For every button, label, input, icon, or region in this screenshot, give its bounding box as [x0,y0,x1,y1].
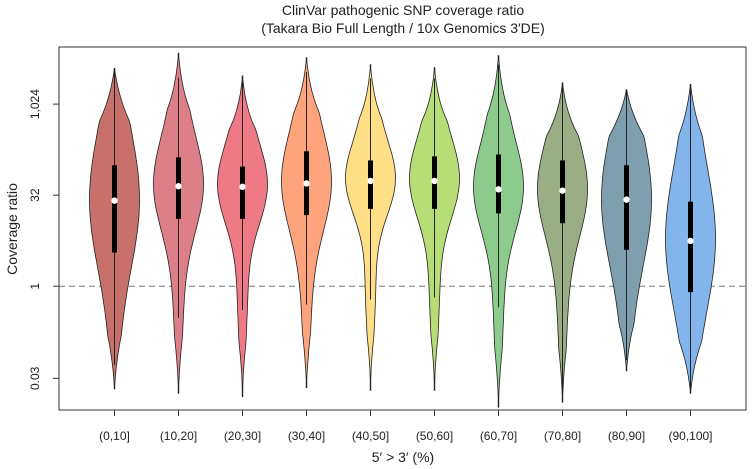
x-tick-label: (0,10] [99,429,130,443]
axis-layer: 0.03 1 32 1,024 (0,10] (10,20] (20,30] (30,40] (… [28,89,713,443]
violin-layer [89,52,716,408]
violin-median [111,197,118,204]
chart-title: ClinVar pathogenic SNP coverage ratio [282,2,525,18]
violin-median [175,183,182,190]
x-tick-label: (60,70] [480,429,517,443]
violin-iqr-box [368,160,373,209]
violin-iqr-box [496,154,501,214]
violin-median [559,187,566,194]
violin-median [495,186,502,193]
violin-median [623,196,630,203]
violin-iqr-box [112,165,117,253]
violin-median [431,177,438,185]
y-tick-label: 32 [28,188,42,202]
plot-frame [58,46,747,411]
y-axis-label: Coverage ratio [4,183,20,275]
x-tick-label: (90,100] [668,429,712,443]
x-tick-label: (50,60] [416,429,453,443]
violin-median [239,183,246,191]
x-tick-label: (20,30] [224,429,261,443]
x-tick-label: (80,90] [608,429,645,443]
chart-subtitle: (Takara Bio Full Length / 10x Genomics 3… [261,20,545,36]
x-tick-label: (30,40] [288,429,325,443]
violin-median [303,180,310,187]
violin-median [367,177,374,185]
violin-iqr-box [240,166,245,219]
y-tick-label: 1 [28,283,42,290]
violin-iqr-box [688,201,693,293]
x-axis-label: 5′ > 3′ (%) [372,449,434,465]
y-tick-label: 1,024 [28,89,42,119]
violin-iqr-box [624,165,629,250]
violin-median [687,237,694,245]
x-tick-label: (10,20] [160,429,197,443]
x-tick-label: (70,80] [544,429,581,443]
y-tick-label: 0.03 [28,366,42,390]
x-tick-label: (40,50] [352,429,389,443]
